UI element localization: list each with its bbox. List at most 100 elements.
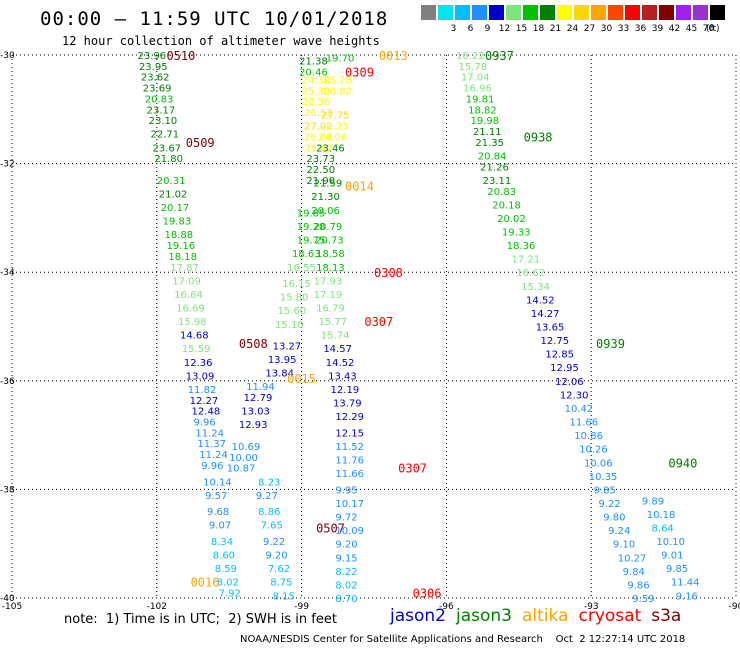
wave-height-point: 19.85 xyxy=(297,208,326,219)
wave-height-point: 13.84 xyxy=(265,369,294,380)
wave-height-point: 11.24 xyxy=(195,428,224,439)
wave-height-point: 12.75 xyxy=(541,336,570,347)
wave-height-point: 10.86 xyxy=(574,431,603,442)
wave-height-point: 16.96 xyxy=(463,84,492,95)
wave-height-point: 11.82 xyxy=(188,385,217,396)
pass-label: 0016 xyxy=(191,576,220,590)
scale-swatch xyxy=(659,5,674,20)
wave-height-point: 23.95 xyxy=(139,62,168,73)
wave-height-point: 23.96 xyxy=(137,51,166,62)
wave-height-point: 17.87 xyxy=(170,263,199,274)
scale-label: 36 xyxy=(634,24,647,34)
wave-height-point: 9.22 xyxy=(598,499,620,510)
wave-height-point: 18.63 xyxy=(292,249,321,260)
wave-height-point: 26.08 xyxy=(304,132,333,143)
wave-height-point: 17.04 xyxy=(461,73,490,84)
satellite-legend: jason2 jason3 altika cryosat s3a xyxy=(390,606,691,626)
wave-height-point: 14.68 xyxy=(180,331,209,342)
wave-height-point: 16.79 xyxy=(316,303,345,314)
wave-height-point: 26.82 xyxy=(323,86,352,97)
wave-height-point: 10.26 xyxy=(579,445,608,456)
wave-height-point: 11.66 xyxy=(335,469,364,480)
wave-height-point: 21.11 xyxy=(473,127,502,138)
scale-label: 30 xyxy=(600,24,613,34)
scale-swatch xyxy=(710,5,725,20)
wave-height-point: 11.94 xyxy=(246,382,275,393)
x-tick-label: -102 xyxy=(147,602,167,612)
wave-height-point: 13.03 xyxy=(241,407,270,418)
wave-height-point: 24.38 xyxy=(302,75,331,86)
page-title: 00:00 – 11:59 UTC 10/01/2018 xyxy=(40,8,389,30)
y-tick-label: -36 xyxy=(0,377,15,387)
wave-height-point: 12.48 xyxy=(192,407,221,418)
scale-swatch xyxy=(455,5,470,20)
scale-label: 15 xyxy=(515,24,528,34)
scale-swatch xyxy=(506,5,521,20)
wave-height-point: 19.16 xyxy=(166,241,195,252)
scale-swatch xyxy=(438,5,453,20)
wave-height-point: 10.27 xyxy=(618,553,647,564)
wave-height-point: 20.83 xyxy=(145,94,174,105)
wave-height-point: 8.70 xyxy=(335,594,357,605)
wave-height-point: 19.98 xyxy=(471,116,500,127)
wave-height-point: 21.30 xyxy=(311,192,340,203)
wave-height-point: 8.22 xyxy=(335,567,357,578)
wave-height-point: 23.11 xyxy=(483,176,512,187)
wave-height-point: 9.95 xyxy=(335,485,357,496)
wave-height-point: 17.19 xyxy=(314,290,343,301)
wave-height-point: 8.75 xyxy=(270,578,292,589)
wave-height-point: 26.52 xyxy=(304,108,333,119)
wave-height-point: 19.33 xyxy=(502,227,531,238)
wave-height-point: 18.88 xyxy=(165,230,194,241)
pass-label: 0507 xyxy=(316,521,345,535)
scale-swatch xyxy=(489,5,504,20)
pass-label: 0510 xyxy=(166,49,195,63)
legend-s3a: s3a xyxy=(651,606,682,626)
wave-height-point: 11.76 xyxy=(335,456,364,467)
scale-swatch xyxy=(540,5,555,20)
scale-label: 45 xyxy=(685,24,698,34)
wave-height-point: 13.79 xyxy=(333,399,362,410)
wave-height-point: 21.59 xyxy=(314,179,343,190)
wave-height-point: 15.74 xyxy=(321,331,350,342)
wave-height-point: 11.24 xyxy=(199,450,228,461)
wave-height-point: 8.02 xyxy=(217,578,239,589)
legend-jason2: jason2 xyxy=(390,606,446,626)
scale-swatch xyxy=(625,5,640,20)
wave-height-point: 15.77 xyxy=(318,317,347,328)
wave-height-point: 20.84 xyxy=(478,151,507,162)
wave-height-point: 7.62 xyxy=(268,564,290,575)
wave-height-point: 10.87 xyxy=(227,464,256,475)
pass-label: 0013 xyxy=(379,49,408,63)
pass-label: 0938 xyxy=(524,130,553,144)
wave-height-point: 8.34 xyxy=(211,537,233,548)
wave-height-point: 10.42 xyxy=(565,404,594,415)
wave-height-point: 11.52 xyxy=(335,442,364,453)
wave-height-point: 9.57 xyxy=(205,491,227,502)
wave-height-point: 12.27 xyxy=(190,396,219,407)
scale-label: 18 xyxy=(532,24,545,34)
wave-height-point: 21.90 xyxy=(306,176,335,187)
pass-label: 0939 xyxy=(596,337,625,351)
wave-height-point: 7.65 xyxy=(261,521,283,532)
pass-label: 0508 xyxy=(239,337,268,351)
wave-height-point: 13.27 xyxy=(273,342,302,353)
page-subtitle: 12 hour collection of altimeter wave hei… xyxy=(62,34,380,48)
wave-height-point: 9.20 xyxy=(265,551,287,562)
wave-height-point: 10.17 xyxy=(335,499,364,510)
wave-height-point: 17.93 xyxy=(314,276,343,287)
pass-label: 0307 xyxy=(398,462,427,476)
wave-height-point: 20.83 xyxy=(487,187,516,198)
wave-height-point: 20.17 xyxy=(161,203,190,214)
wave-height-point: 21.02 xyxy=(159,189,188,200)
scale-label: 6 xyxy=(467,24,474,34)
scale-swatch xyxy=(693,5,708,20)
wave-height-point: 8.15 xyxy=(273,591,295,602)
wave-height-point: 15.59 xyxy=(182,344,211,355)
scale-label: 42 xyxy=(668,24,681,34)
wave-height-point: 19.75 xyxy=(297,236,326,247)
wave-height-point: 25.28 xyxy=(323,75,352,86)
wave-height-point: 17.09 xyxy=(172,276,201,287)
wave-height-point: 9.07 xyxy=(209,521,231,532)
wave-height-point: 9.85 xyxy=(594,485,616,496)
